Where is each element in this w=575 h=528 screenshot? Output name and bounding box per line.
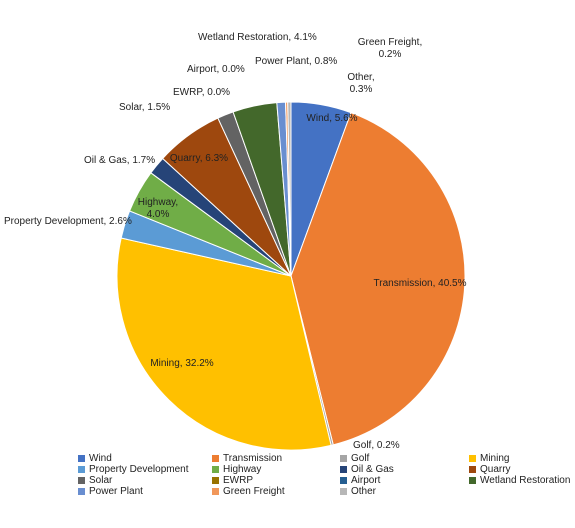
legend-swatch [340, 477, 347, 484]
legend-swatch [340, 455, 347, 462]
legend-label: Quarry [480, 464, 511, 475]
pie-slice-other [287, 101, 292, 277]
legend-label: Solar [89, 475, 113, 486]
data-label-airport: Airport, 0.0% [187, 64, 245, 75]
data-label-mining: Mining, 32.2% [150, 358, 213, 369]
data-label-highway: Highway, 4.0% [138, 197, 178, 220]
legend-swatch [469, 455, 476, 462]
data-label-wetland-restoration: Wetland Restoration, 4.1% [198, 32, 317, 43]
legend-item-solar: Solar [78, 475, 112, 486]
legend-label: Wetland Restoration [480, 475, 571, 486]
legend-label: Property Development [89, 464, 189, 475]
legend-swatch [78, 455, 85, 462]
legend-swatch [212, 477, 219, 484]
legend-label: Highway [223, 464, 262, 475]
pie-slice-mining [116, 237, 332, 451]
data-label-transmission: Transmission, 40.5% [374, 278, 467, 289]
data-label-other: Other, 0.3% [347, 72, 374, 95]
legend-item-airport: Airport [340, 475, 380, 486]
legend-swatch [469, 466, 476, 473]
legend-item-ewrp: EWRP [212, 475, 253, 486]
data-label-green-freight: Green Freight, 0.2% [358, 37, 422, 60]
legend-item-green-freight: Green Freight [212, 486, 285, 497]
legend-label: Other [351, 486, 377, 497]
legend-swatch [78, 488, 85, 495]
legend-swatch [340, 488, 347, 495]
legend-label: Transmission [223, 453, 283, 464]
data-label-wind: Wind, 5.6% [306, 113, 357, 124]
legend-item-oil-gas: Oil & Gas [340, 464, 394, 475]
legend-item-property-development: Property Development [78, 464, 189, 475]
legend-swatch [78, 477, 85, 484]
legend-item-quarry: Quarry [469, 464, 511, 475]
legend-item-mining: Mining [469, 453, 509, 464]
legend-label: Power Plant [89, 486, 143, 497]
legend-item-wind: Wind [78, 453, 112, 464]
legend-swatch [212, 455, 219, 462]
data-label-golf: Golf, 0.2% [353, 440, 400, 451]
legend-label: Golf [351, 453, 370, 464]
legend-label: Mining [480, 453, 510, 464]
data-label-power-plant: Power Plant, 0.8% [255, 56, 337, 67]
legend-item-other: Other [340, 486, 376, 497]
legend-item-wetland-restoration: Wetland Restoration [469, 475, 570, 486]
legend-label: Oil & Gas [351, 464, 394, 475]
legend-swatch [469, 477, 476, 484]
legend-swatch [212, 466, 219, 473]
legend-item-transmission: Transmission [212, 453, 282, 464]
data-label-quarry: Quarry, 6.3% [170, 153, 228, 164]
legend-label: Wind [89, 453, 112, 464]
legend-item-power-plant: Power Plant [78, 486, 143, 497]
legend-swatch [78, 466, 85, 473]
legend-label: EWRP [223, 475, 253, 486]
chart-legend: Wind Transmission Golf Mining Property Devel… [78, 453, 573, 525]
legend-label: Green Freight [223, 486, 285, 497]
data-label-property-development: Property Development, 2.6% [4, 216, 132, 227]
legend-item-golf: Golf [340, 453, 369, 464]
data-label-oil-gas: Oil & Gas, 1.7% [84, 155, 155, 166]
pie-slice-transmission [290, 112, 466, 446]
data-label-solar: Solar, 1.5% [119, 102, 170, 113]
legend-label: Airport [351, 475, 381, 486]
legend-item-highway: Highway [212, 464, 261, 475]
legend-swatch [212, 488, 219, 495]
data-label-ewrp: EWRP, 0.0% [173, 87, 230, 98]
legend-swatch [340, 466, 347, 473]
